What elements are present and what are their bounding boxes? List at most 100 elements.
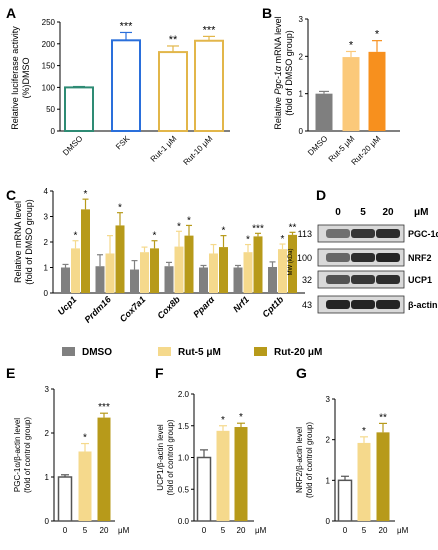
panel-c-sig: * xyxy=(281,234,285,245)
panel-c-xtick-label: Cox8b xyxy=(155,294,182,321)
panel-d-band xyxy=(326,253,350,262)
legend-swatch xyxy=(254,347,267,356)
panel-c-xtick-label: Ucp1 xyxy=(56,294,79,317)
panel-g-xtick-label: 5 xyxy=(362,526,367,535)
panel-g-ytick-label: 1 xyxy=(326,476,331,485)
panel-c-bar xyxy=(184,235,194,293)
panel-c-ytick-label: 4 xyxy=(44,187,49,196)
panel-b-sig: * xyxy=(349,39,354,51)
panel-d-mw-label: 43 xyxy=(302,300,312,310)
panel-c-bar xyxy=(95,266,105,293)
panel-c-bar xyxy=(219,247,228,293)
panel-c-bar xyxy=(61,267,70,293)
panel-d-mw-label: 113 xyxy=(298,229,312,239)
panel-e-ytick-label: 3 xyxy=(45,385,50,394)
panel-c-bar xyxy=(243,252,253,293)
panel-f-bar xyxy=(196,456,212,522)
panel-a-ylabel: (%)DMSO xyxy=(21,58,31,99)
panel-c-bar xyxy=(71,248,80,293)
panel-e-bar xyxy=(57,476,73,522)
panel-c-sig: * xyxy=(187,215,191,226)
panel-g-bar xyxy=(357,442,371,521)
panel-b-ytick-label: 3 xyxy=(299,15,304,24)
panel-g-ylabel: (fold of control group) xyxy=(305,422,314,498)
panel-d-band xyxy=(351,229,375,238)
panel-c-sig: * xyxy=(74,231,78,242)
panel-a-xtick-label: DMSO xyxy=(61,134,84,157)
panel-a-bar xyxy=(194,39,224,132)
panel-c-ytick-label: 2 xyxy=(44,238,49,247)
panel-d-dose-label: 5 xyxy=(360,207,366,218)
panel-b-bar xyxy=(368,51,386,131)
panel-g-unit-label: μM xyxy=(397,526,409,535)
panel-letter-f: F xyxy=(155,365,164,381)
panel-e-sig: *** xyxy=(98,402,110,413)
panel-c-bar xyxy=(81,209,90,293)
panel-a-bar xyxy=(111,39,141,133)
panel-c-sig: *** xyxy=(252,223,264,234)
panel-a-ytick-label: 0 xyxy=(51,127,56,136)
panel-c-xtick-label: Prdm16 xyxy=(82,294,113,325)
panel-c-bar xyxy=(288,234,297,293)
panel-a-sig: ** xyxy=(169,34,178,46)
panel-b-bar xyxy=(315,93,333,131)
panel-a-bar xyxy=(64,86,94,132)
panel-f-ytick-label: 1.5 xyxy=(178,422,190,431)
panel-d-mw-label: 32 xyxy=(302,275,312,285)
panel-f-ytick-label: 0.5 xyxy=(178,485,190,494)
panel-d-protein-label: PGC-1α xyxy=(408,229,438,239)
panel-f-xtick-label: 0 xyxy=(202,526,207,535)
panel-c-bar xyxy=(105,253,115,293)
panel-f-unit-label: μM xyxy=(255,526,267,535)
panel-f-ytick-label: 1.0 xyxy=(178,454,190,463)
panel-b-ytick-label: 1 xyxy=(299,90,304,99)
panel-a-ytick-label: 50 xyxy=(46,105,55,114)
panel-d-dose-label: 0 xyxy=(335,207,341,218)
panel-c-ytick-label: 1 xyxy=(44,264,49,273)
panel-e-xtick-label: 0 xyxy=(63,526,68,535)
panel-c-bar xyxy=(209,253,218,293)
panel-d-mw-title: MW (kDa) xyxy=(288,249,294,276)
panel-d-band xyxy=(326,229,350,238)
panel-e-sig: * xyxy=(83,433,87,444)
legend-swatch xyxy=(158,347,171,356)
panel-f-ytick-label: 0.0 xyxy=(178,517,190,526)
panel-c-ytick-label: 3 xyxy=(44,213,49,222)
panel-letter-d: D xyxy=(316,187,326,203)
panel-a-bar xyxy=(158,51,188,132)
panel-d-protein-label: β-actin xyxy=(408,300,438,310)
legend-label: DMSO xyxy=(82,347,112,358)
panel-f-xtick-label: 20 xyxy=(237,526,246,535)
panel-f-bar xyxy=(216,430,230,521)
panel-f-sig: * xyxy=(239,412,243,423)
panel-g-xtick-label: 20 xyxy=(379,526,388,535)
panel-c-bar xyxy=(253,236,263,293)
panel-c-sig: * xyxy=(177,221,181,232)
panel-c-sig: * xyxy=(222,226,226,237)
panel-e-ytick-label: 2 xyxy=(45,429,50,438)
panel-f-ylabel: (fold of control group) xyxy=(166,419,175,495)
panel-d-band xyxy=(376,275,400,284)
panel-c-xtick-label: Nrf1 xyxy=(231,294,251,314)
panel-e-bar xyxy=(78,451,92,521)
panel-c-bar xyxy=(150,248,159,293)
panel-c-sig: * xyxy=(153,231,157,242)
panel-c-ylabel: (fold of DMSO group) xyxy=(24,199,34,285)
legend-label: Rut-20 μM xyxy=(274,347,322,358)
panel-d-band xyxy=(326,300,350,309)
panel-c-bar xyxy=(115,225,125,293)
panel-f-sig: * xyxy=(221,415,225,426)
panel-e-bar xyxy=(97,417,111,521)
panel-d-band xyxy=(351,275,375,284)
panel-c-bar xyxy=(199,267,208,293)
panel-c-sig: * xyxy=(118,203,122,214)
panel-d-mw-label: 100 xyxy=(297,253,312,263)
panel-d-dose-label: 20 xyxy=(382,207,394,218)
panel-b-ytick-label: 0 xyxy=(299,127,304,136)
panel-d-protein-label: NRF2 xyxy=(408,253,432,263)
panel-a-ytick-label: 250 xyxy=(42,18,56,27)
panel-c-bar xyxy=(130,269,139,293)
panel-e-ylabel: PGC-1α/β-actin level xyxy=(13,418,22,492)
panel-d-band xyxy=(376,253,400,262)
